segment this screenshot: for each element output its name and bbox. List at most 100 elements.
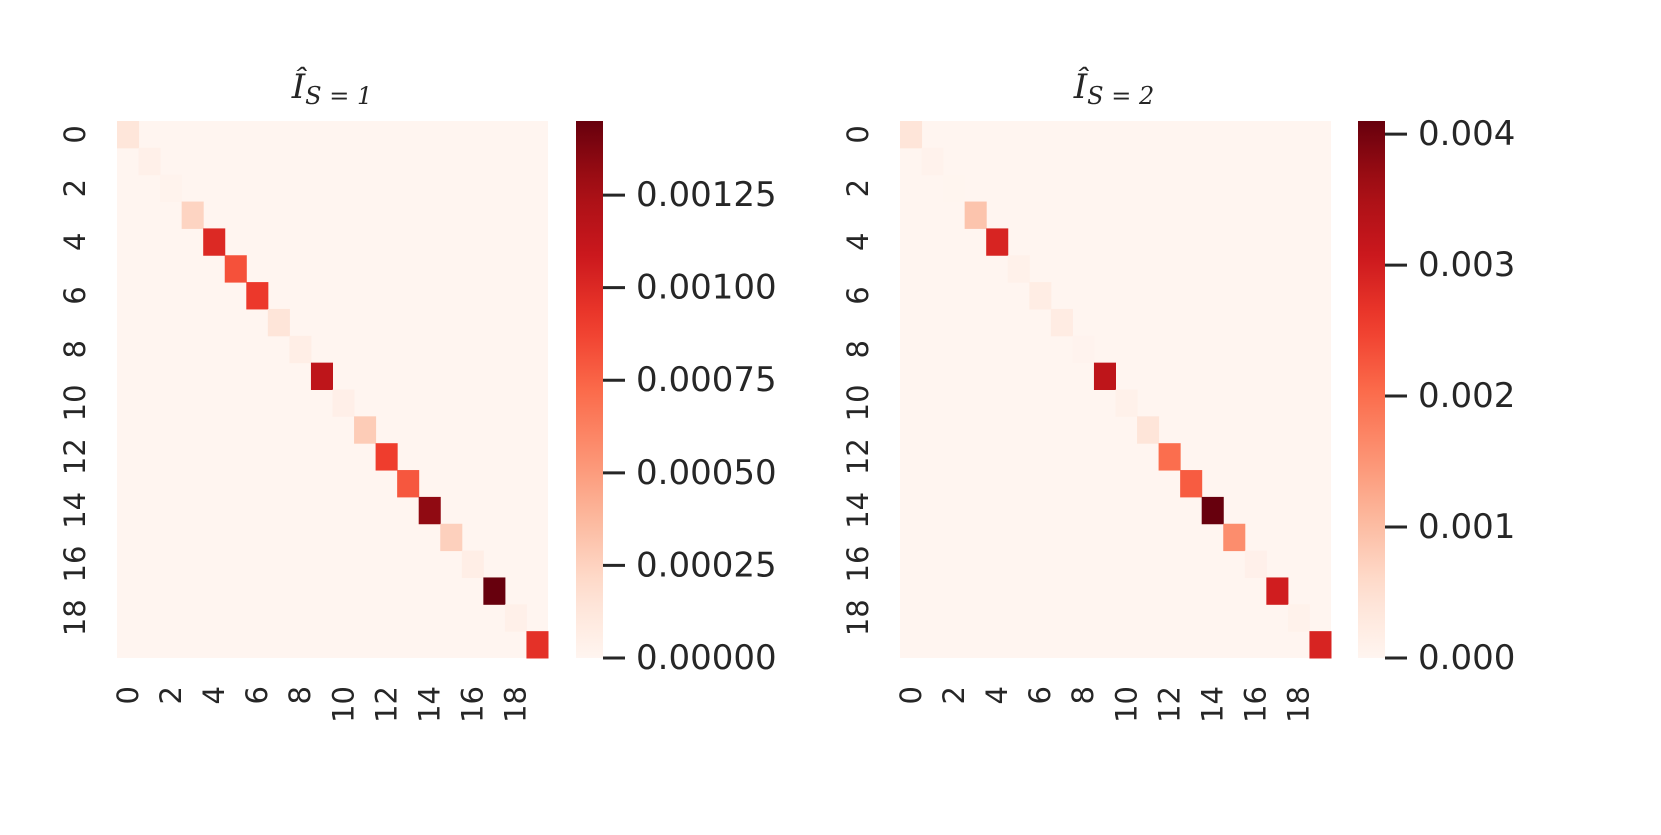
x-tick-label-s2-4: 4 (980, 686, 1014, 704)
heatmap-cell-s2-15-15 (1223, 523, 1246, 552)
x-tick-label-s1-18: 18 (499, 686, 533, 723)
heatmap-cell-s1-10-10 (332, 389, 355, 417)
colorbar-tick-label-s2-0.004: 0.004 (1418, 114, 1515, 154)
colorbar-s1 (576, 121, 603, 658)
heatmap-cell-s2-7-7 (1050, 308, 1073, 337)
heatmap-cell-s2-6-6 (1029, 282, 1052, 310)
x-tick-label-s1-6: 6 (240, 686, 274, 704)
x-tick-label-s1-0: 0 (111, 686, 145, 704)
panel-title-main-s2: Î (1073, 66, 1090, 107)
x-tick-label-s1-14: 14 (412, 686, 446, 723)
heatmap-cell-s2-12-12 (1158, 443, 1181, 471)
heatmap-cell-s1-3-3 (181, 201, 204, 229)
x-tick-label-s1-2: 2 (154, 686, 188, 704)
panel-title-sub-s1: S = 1 (305, 82, 372, 110)
y-tick-label-s2-4: 4 (841, 233, 875, 251)
heatmap-cell-s1-2-2 (160, 174, 183, 203)
x-tick-label-s1-8: 8 (283, 686, 317, 704)
y-tick-label-s1-2: 2 (58, 179, 92, 197)
heatmap-cell-s1-0-0 (117, 121, 140, 149)
x-tick-label-s2-18: 18 (1282, 686, 1316, 723)
heatmap-cell-s1-8-8 (289, 335, 312, 364)
x-tick-label-s1-4: 4 (197, 686, 231, 704)
y-tick-label-s1-0: 0 (58, 125, 92, 143)
heatmap-cell-s1-1-1 (138, 147, 161, 176)
y-tick-label-s2-2: 2 (841, 179, 875, 197)
y-tick-label-s1-8: 8 (58, 340, 92, 358)
heatmap-cell-s2-10-10 (1115, 389, 1138, 417)
y-tick-label-s2-16: 16 (841, 546, 875, 583)
heatmap-cell-s2-19-19 (1309, 631, 1332, 659)
heatmap-cell-s1-18-18 (504, 604, 527, 632)
y-tick-label-s1-10: 10 (58, 384, 92, 421)
heatmap-cell-s2-4-4 (986, 228, 1009, 256)
x-tick-label-s2-16: 16 (1239, 686, 1273, 723)
colorbar-tick-label-s2-0.000: 0.000 (1418, 638, 1515, 678)
heatmap-cell-s1-13-13 (397, 470, 420, 498)
y-tick-label-s2-18: 18 (841, 599, 875, 636)
colorbar-tick-label-s2-0.001: 0.001 (1418, 507, 1515, 547)
y-tick-label-s1-18: 18 (58, 599, 92, 636)
x-tick-label-s1-16: 16 (456, 686, 490, 723)
panel-title-sub-s2: S = 2 (1087, 82, 1154, 110)
x-tick-label-s2-12: 12 (1152, 686, 1186, 723)
colorbar-tick-label-s1-0.00050: 0.00050 (636, 453, 777, 493)
x-tick-label-s2-2: 2 (937, 686, 971, 704)
colorbar-tick-label-s2-0.003: 0.003 (1418, 245, 1515, 285)
heatmap-cell-s1-19-19 (526, 631, 549, 659)
colorbar-tick-label-s2-0.002: 0.002 (1418, 376, 1515, 416)
heatmap-cell-s1-12-12 (375, 443, 398, 471)
heatmap-cell-s2-2-2 (943, 174, 966, 203)
heatmap-cell-s1-15-15 (440, 523, 463, 552)
heatmap-cell-s2-8-8 (1072, 335, 1095, 364)
x-tick-label-s1-12: 12 (369, 686, 403, 723)
heatmap-cell-s2-3-3 (964, 201, 987, 229)
colorbar-tick-label-s1-0.00025: 0.00025 (636, 545, 777, 585)
x-tick-label-s2-0: 0 (894, 686, 928, 704)
y-tick-label-s1-12: 12 (58, 438, 92, 475)
colorbar-tick-label-s1-0.00125: 0.00125 (636, 175, 777, 215)
y-tick-label-s2-14: 14 (841, 492, 875, 529)
heatmap-cell-s2-13-13 (1180, 470, 1203, 498)
y-tick-label-s1-14: 14 (58, 492, 92, 529)
panel-title-s1: ÎS = 1 (291, 66, 373, 110)
y-tick-label-s2-8: 8 (841, 340, 875, 358)
y-tick-label-s2-12: 12 (841, 438, 875, 475)
heatmap-cell-s1-9-9 (310, 362, 333, 390)
panel-title-main-s1: Î (291, 66, 308, 107)
x-tick-label-s1-10: 10 (326, 686, 360, 723)
heatmap-cell-s2-0-0 (900, 121, 923, 149)
heatmap-cell-s1-6-6 (246, 282, 269, 310)
x-tick-label-s2-6: 6 (1023, 686, 1057, 704)
colorbar-tick-label-s1-0.00075: 0.00075 (636, 360, 777, 400)
heatmap-cell-s2-17-17 (1266, 577, 1289, 605)
heatmap-cell-s2-16-16 (1244, 550, 1267, 578)
y-tick-label-s2-10: 10 (841, 384, 875, 421)
y-tick-label-s2-0: 0 (841, 125, 875, 143)
heatmap-cell-s1-16-16 (461, 550, 484, 578)
colorbar-s2 (1358, 121, 1385, 658)
heatmap-cell-s2-9-9 (1093, 362, 1116, 390)
heatmap-cell-s2-11-11 (1137, 416, 1160, 444)
y-tick-label-s1-4: 4 (58, 233, 92, 251)
y-tick-label-s1-16: 16 (58, 546, 92, 583)
y-tick-label-s2-6: 6 (841, 286, 875, 304)
heatmap-cell-s1-17-17 (483, 577, 506, 605)
heatmap-cell-s1-7-7 (267, 308, 290, 337)
x-tick-label-s2-14: 14 (1195, 686, 1229, 723)
heatmap-cell-s2-5-5 (1007, 255, 1030, 283)
x-tick-label-s2-8: 8 (1066, 686, 1100, 704)
x-tick-label-s2-10: 10 (1109, 686, 1143, 723)
colorbar-tick-label-s1-0.00100: 0.00100 (636, 268, 777, 308)
colorbar-tick-label-s1-0.00000: 0.00000 (636, 638, 777, 678)
heatmap-cell-s2-14-14 (1201, 496, 1224, 525)
heatmap-cell-s2-1-1 (921, 147, 944, 176)
heatmap-cell-s1-5-5 (224, 255, 247, 283)
heatmap-cell-s1-4-4 (203, 228, 226, 256)
y-tick-label-s1-6: 6 (58, 286, 92, 304)
heatmap-cell-s1-11-11 (354, 416, 377, 444)
